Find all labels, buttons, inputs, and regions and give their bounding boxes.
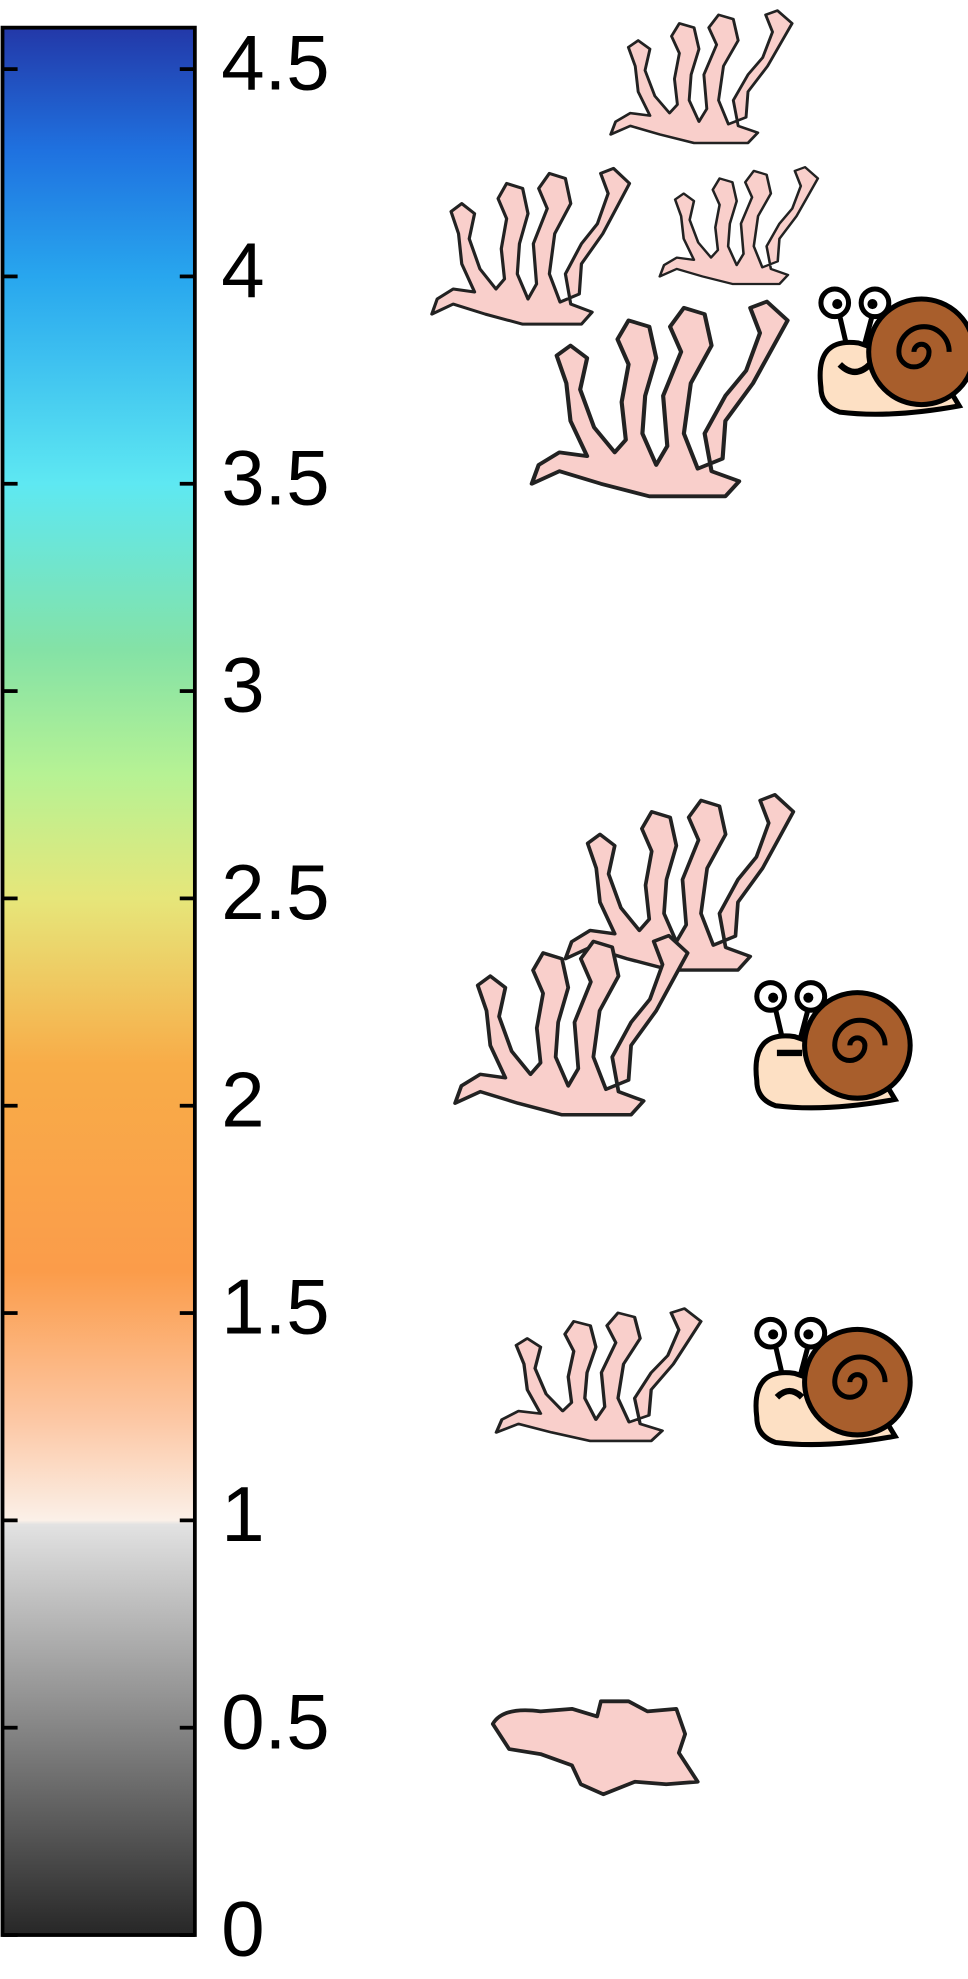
illustrations — [430, 9, 968, 1797]
y-tick-label: 4.5 — [221, 19, 329, 107]
y-tick-label: 4 — [221, 226, 264, 314]
y-tick-label: 0 — [221, 1885, 264, 1973]
y-tick-label: 0.5 — [221, 1677, 329, 1765]
y-tick-label: 2 — [221, 1055, 264, 1143]
y-tick-label: 1.5 — [221, 1263, 329, 1351]
y-tick-label: 1 — [221, 1470, 264, 1558]
colorbar — [0, 25, 197, 1937]
y-tick-label: 3 — [221, 641, 264, 729]
y-tick-label: 2.5 — [221, 848, 329, 936]
y-tick-label: 3.5 — [221, 433, 329, 521]
